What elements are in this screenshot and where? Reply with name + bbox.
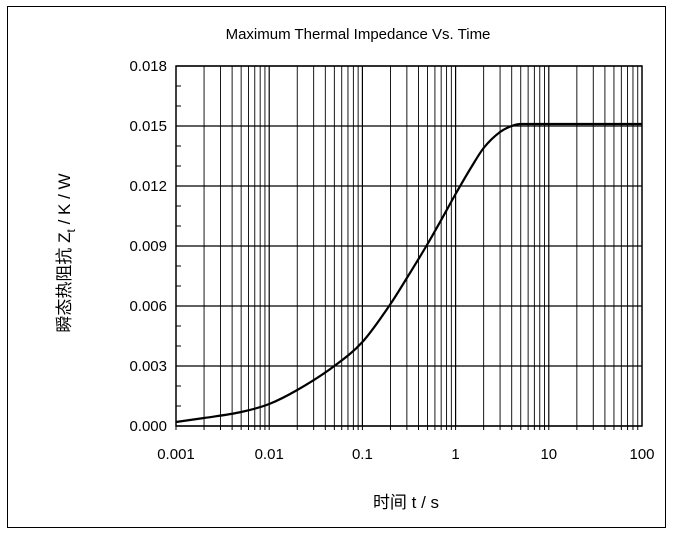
y-axis-label-subscript: t xyxy=(64,228,78,232)
y-tick-label: 0.018 xyxy=(129,58,167,75)
chart-title: Maximum Thermal Impedance Vs. Time xyxy=(226,26,491,43)
x-tick-label: 0.1 xyxy=(352,446,373,463)
x-tick-label: 100 xyxy=(629,446,654,463)
y-axis-label-prefix: 瞬态热阻抗 Z xyxy=(55,232,74,332)
y-tick-label: 0.003 xyxy=(129,358,167,375)
x-gridlines xyxy=(175,66,639,430)
series-line xyxy=(175,122,642,424)
y-tick-labels: 0.000 0.003 0.006 0.009 0.012 0.015 0.018 xyxy=(129,58,167,435)
chart-frame xyxy=(7,6,666,528)
y-tick-label: 0.012 xyxy=(129,178,167,195)
x-tick-label: 0.01 xyxy=(255,446,284,463)
y-gridlines xyxy=(176,65,642,427)
y-tick-label: 0.006 xyxy=(129,298,167,315)
x-tick-labels: 0.001 0.01 0.1 1 10 100 xyxy=(157,446,654,463)
x-tick-label: 0.001 xyxy=(157,446,195,463)
x-tick-label: 10 xyxy=(540,446,557,463)
y-axis-label: 瞬态热阻抗 Zt / K / W xyxy=(55,173,78,332)
y-tick-label: 0.000 xyxy=(129,418,167,435)
y-axis-label-suffix: / K / W xyxy=(55,173,74,229)
y-tick-label: 0.015 xyxy=(129,118,167,135)
x-tick-label: 1 xyxy=(451,446,459,463)
x-axis-label: 时间 t / s xyxy=(373,493,439,512)
y-tick-label: 0.009 xyxy=(129,238,167,255)
plot-area xyxy=(175,65,643,427)
